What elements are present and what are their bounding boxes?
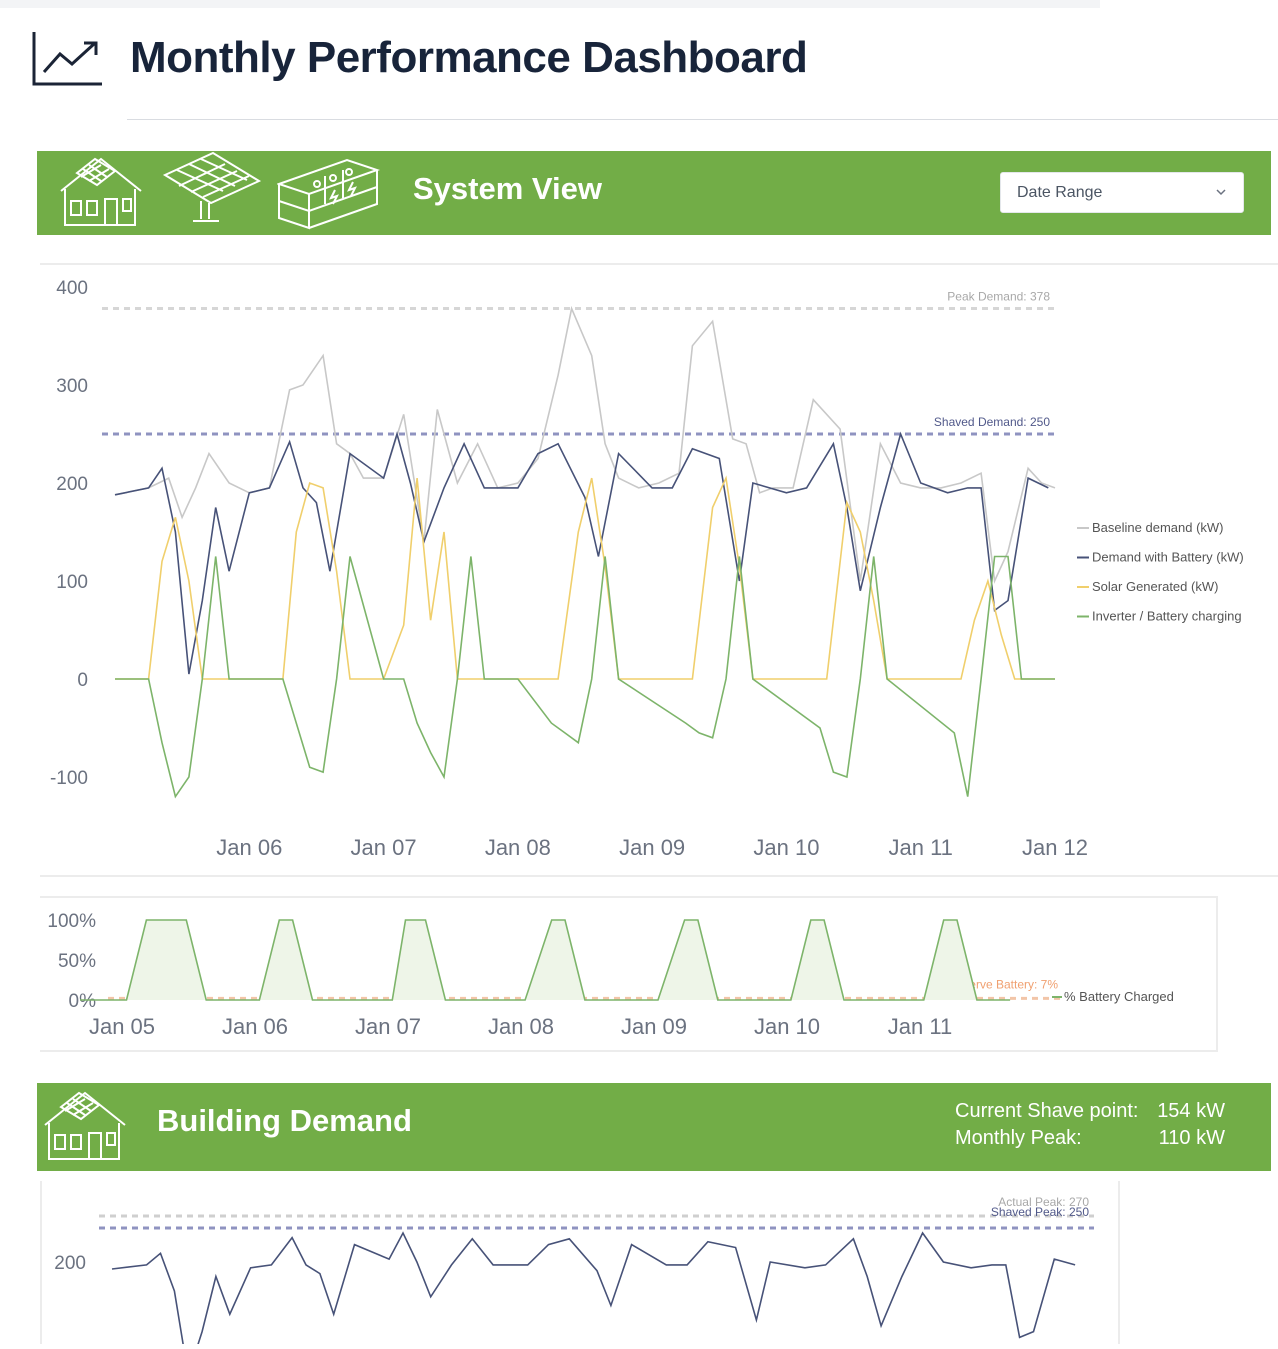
series-area [80,920,1011,1000]
y-tick-label: 200 [56,474,88,495]
divider [127,119,1278,120]
legend-label: Solar Generated (kW) [1092,579,1218,594]
y-tick-label: -100 [50,768,88,789]
x-tick-label: Jan 11 [889,835,953,860]
x-tick-label: Jan 09 [621,1014,687,1039]
legend-label: Demand with Battery (kW) [1092,550,1244,565]
x-tick-label: Jan 07 [355,1014,421,1039]
system-view-title: System View [413,171,602,206]
legend-label: Inverter / Battery charging [1092,609,1242,624]
chevron-down-icon [1216,189,1226,196]
house-solar-icon [44,1091,126,1160]
system-view-header: System View Date Range [37,151,1271,235]
date-range-label: Date Range [1017,183,1103,201]
legend-label: % Battery Charged [1064,989,1174,1004]
reference-label: Shaved Peak: 250 [991,1205,1089,1219]
y-tick-label: 50% [58,951,96,972]
battery-chart-svg: 100% 50% 0%Jan 05 Jan 06 Jan 07 Jan 08 Jan 09 J… [47,911,1174,1039]
y-tick-label: 100% [47,911,96,932]
battery-chart: 100% 50% 0% Jan 05 Jan 06 Jan 07 Jan 08 Jan 09 J… [40,896,1218,1052]
y-tick-label: 0% [69,991,97,1012]
line-chart-icon [32,32,102,86]
reference-label: Shaved Demand: 250 [934,415,1050,429]
system-chart: 400 300 200 100 0 -100 Jan 06 Jan 07 Jan 08 Jan 0… [40,263,1278,877]
series-line [115,555,1055,799]
x-tick-label: Jan 10 [753,835,819,860]
y-tick-label: 200 [54,1253,86,1274]
series-line [114,431,1049,675]
series-line [114,305,1056,584]
x-tick-label: Jan 07 [351,835,417,860]
x-tick-label: Jan 08 [485,835,551,860]
x-tick-label: Jan 06 [222,1014,288,1039]
date-range-select[interactable]: Date Range [1000,172,1244,213]
x-tick-label: Jan 05 [89,1014,155,1039]
y-tick-label: 300 [56,376,88,397]
stat-label: Current Shave point: [955,1100,1139,1122]
reference-label: Actual Peak: 270 [998,1195,1089,1209]
page-title: Monthly Performance Dashboard [130,33,808,82]
stat-row: Monthly Peak: 110 kW [955,1125,1225,1152]
x-tick-label: Jan 11 [888,1014,952,1039]
series-line [111,1231,1076,1349]
building-demand-header: Building Demand Current Shave point: 154… [37,1083,1271,1171]
stat-label: Monthly Peak: [955,1127,1082,1149]
legend-label: Baseline demand (kW) [1092,520,1224,535]
stat-value: 154 kW [1157,1100,1225,1122]
building-demand-title: Building Demand [157,1103,412,1138]
series-line [80,919,1011,1001]
solar-panel-icon [163,151,261,222]
top-bar [0,0,1100,8]
x-tick-label: Jan 10 [754,1014,820,1039]
x-tick-label: Jan 06 [216,835,282,860]
house-solar-icon [60,157,142,226]
battery-pack-icon [277,158,381,230]
stat-row: Current Shave point: 154 kW [955,1098,1225,1125]
reference-label: Reserve Battery: 7% [948,977,1058,991]
x-tick-label: Jan 08 [488,1014,554,1039]
page-header: Monthly Performance Dashboard [30,26,808,90]
demand-stats: Current Shave point: 154 kW Monthly Peak… [955,1098,1225,1152]
x-tick-label: Jan 09 [619,835,685,860]
series-line [115,475,1055,680]
stat-value: 110 kW [1158,1127,1225,1149]
reference-label: Peak Demand: 378 [947,290,1050,304]
y-tick-label: 400 [56,278,88,299]
building-chart: 200 Actual Peak: 270 Shaved Peak: 250 [40,1181,1120,1349]
y-tick-label: 100 [56,572,88,593]
y-tick-label: 0 [77,670,88,691]
x-tick-label: Jan 12 [1022,835,1088,860]
system-chart-svg: 400 300 200 100 0 -100 Jan 06 Jan 07 Jan 08 Jan 0… [50,278,1244,860]
